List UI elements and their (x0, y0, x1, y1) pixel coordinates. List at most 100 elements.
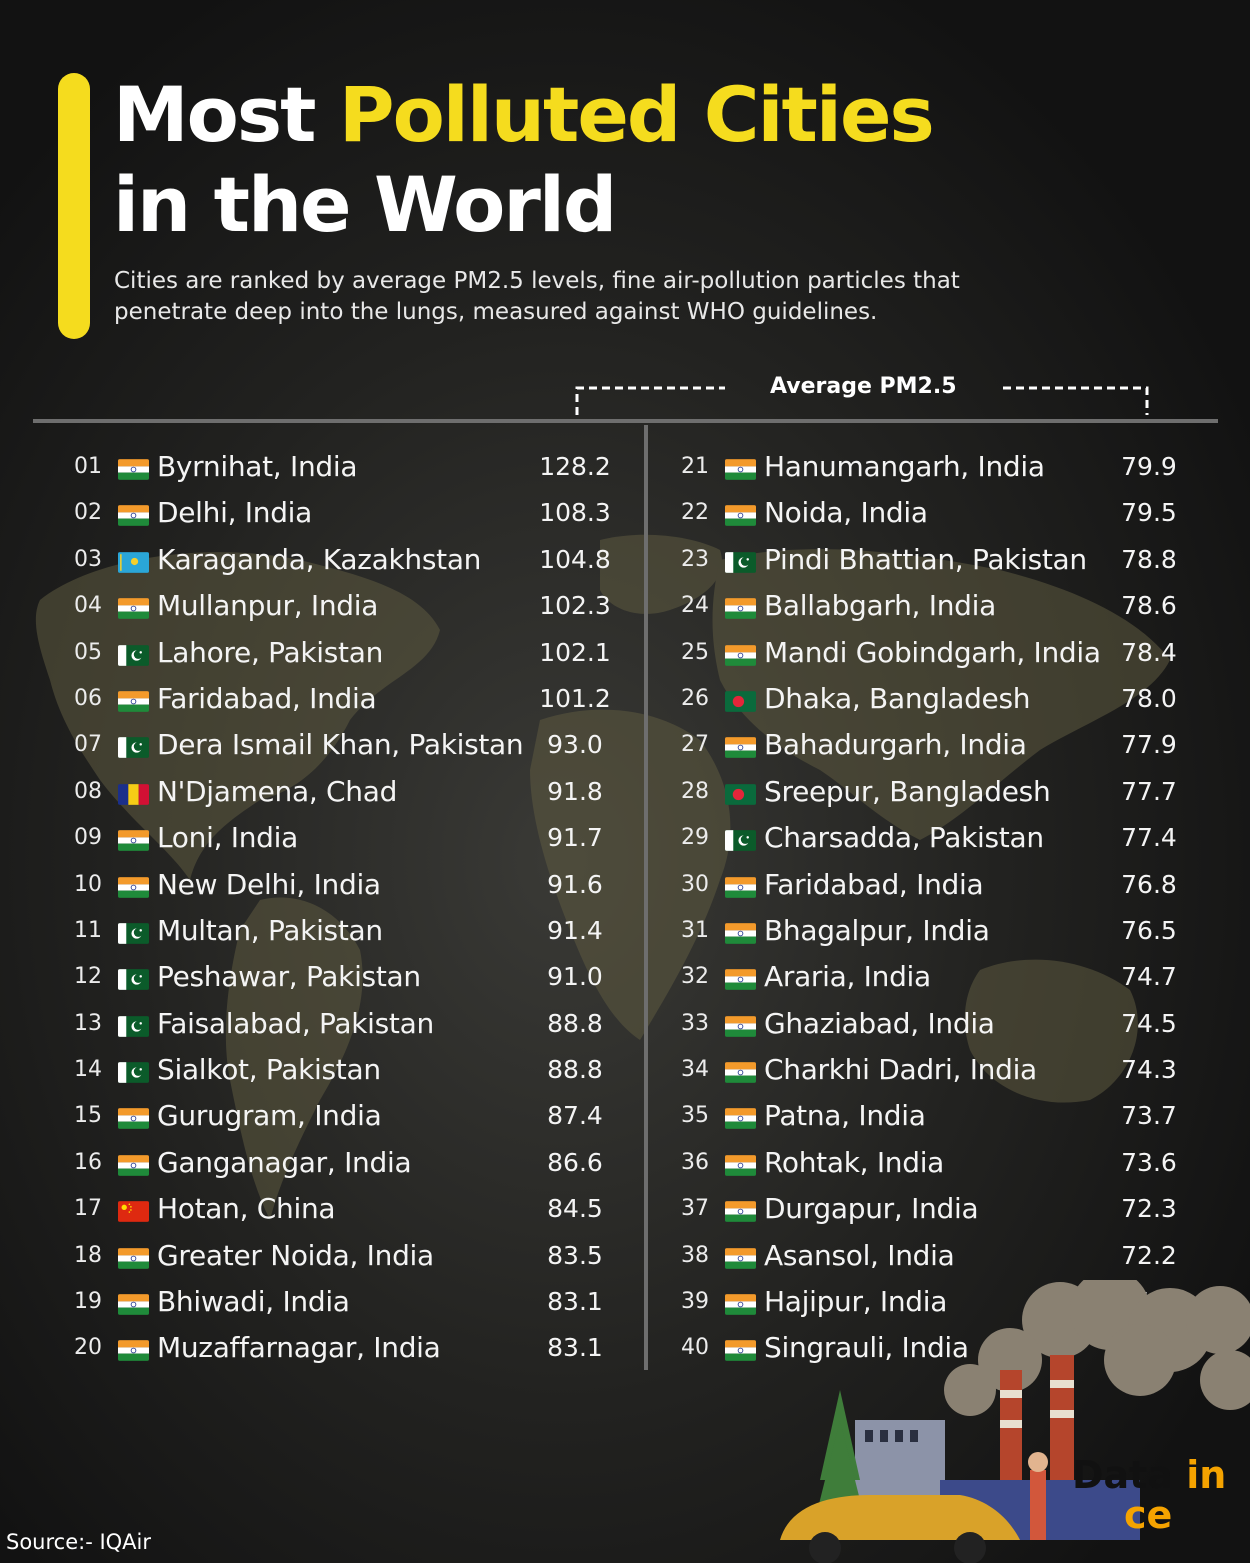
table-row: 37 Durgapur, India 72.3 (677, 1190, 1197, 1236)
chad-flag-icon (118, 783, 149, 805)
city-name: Noida, India (764, 496, 928, 530)
pm25-value: 84.5 (547, 1194, 603, 1224)
rank-number: 03 (74, 546, 102, 572)
china-flag-icon (118, 1201, 149, 1223)
pm25-value: 87.4 (547, 1101, 603, 1131)
table-row: 06 Faridabad, India 101.2 (70, 680, 630, 726)
pm25-value: 91.8 (547, 776, 603, 806)
india-flag-icon (725, 459, 756, 480)
india-flag-icon (118, 830, 149, 851)
rank-number: 21 (681, 454, 709, 479)
pm25-value: 76.8 (1121, 869, 1177, 899)
city-name: Singrauli, India (764, 1331, 969, 1365)
rank-number: 18 (74, 1242, 102, 1268)
rank-number: 23 (681, 546, 709, 572)
pm25-value: 77.7 (1121, 776, 1177, 806)
city-name: Loni, India (157, 821, 298, 855)
pakistan-flag-icon (118, 737, 149, 759)
pm25-value: 77.4 (1121, 823, 1177, 853)
pm25-value: 83.1 (547, 1333, 603, 1363)
rank-number: 27 (681, 732, 709, 758)
table-row: 38 Asansol, India 72.2 (677, 1237, 1197, 1283)
table-row: 01 Byrnihat, India 128.2 (70, 448, 630, 494)
table-row: 03 Karaganda, Kazakhstan 104.8 (70, 541, 630, 587)
pakistan-flag-icon (118, 1062, 149, 1083)
table-row: 28 Sreepur, Bangladesh 77.7 (677, 773, 1197, 819)
table-row: 32 Araria, India 74.7 (677, 958, 1197, 1004)
pm25-value: 73.6 (1121, 1147, 1177, 1177)
subtitle: Cities are ranked by average PM2.5 level… (114, 266, 1114, 328)
table-row: 09 Loni, India 91.7 (70, 819, 630, 865)
table-row: 14 Sialkot, Pakistan 88.8 (70, 1051, 630, 1097)
city-name: Gurugram, India (157, 1099, 382, 1133)
rank-number: 38 (681, 1242, 709, 1268)
logo-part1: Data (1072, 1453, 1173, 1497)
horizontal-divider (33, 419, 1218, 423)
table-row: 23 Pindi Bhattian, Pakistan 78.8 (677, 541, 1197, 587)
city-name: Rohtak, India (764, 1145, 945, 1179)
rank-number: 30 (681, 871, 709, 897)
india-flag-icon (725, 1201, 756, 1223)
ranking-column-left: 01 Byrnihat, India 128.2 02 Delhi, India 108.… (70, 448, 630, 1376)
rank-number: 11 (74, 917, 102, 943)
rank-number: 33 (681, 1010, 709, 1036)
pakistan-flag-icon (725, 830, 756, 851)
title-highlight: Polluted Cities (338, 70, 935, 159)
india-flag-icon (118, 691, 149, 712)
table-row: 07 Dera Ismail Khan, Pakistan 93.0 (70, 726, 630, 772)
pm25-value: 128.2 (539, 452, 611, 481)
city-name: Lahore, Pakistan (157, 635, 384, 669)
city-name: N'Djamena, Chad (157, 774, 398, 808)
rank-number: 25 (681, 639, 709, 665)
pollution-illustration (780, 1280, 1250, 1563)
rank-number: 01 (74, 454, 102, 479)
city-name: Multan, Pakistan (157, 913, 383, 947)
pm25-value: 79.9 (1121, 452, 1177, 481)
city-name: Bahadurgarh, India (764, 728, 1027, 762)
table-row: 17 Hotan, China 84.5 (70, 1190, 630, 1236)
city-name: Araria, India (764, 960, 931, 994)
city-name: Charsadda, Pakistan (764, 821, 1044, 855)
title-part1: Most (113, 70, 339, 159)
rank-number: 34 (681, 1057, 709, 1083)
india-flag-icon (725, 598, 756, 620)
city-name: Mullanpur, India (157, 589, 379, 623)
rank-number: 12 (74, 964, 102, 990)
city-name: Patna, India (764, 1099, 926, 1133)
table-row: 18 Greater Noida, India 83.5 (70, 1237, 630, 1283)
rank-number: 05 (74, 639, 102, 665)
pm25-value: 91.0 (547, 962, 603, 992)
table-row: 10 New Delhi, India 91.6 (70, 866, 630, 912)
pm25-value: 104.8 (539, 544, 611, 574)
india-flag-icon (725, 1062, 756, 1083)
pm25-value: 91.4 (547, 915, 603, 945)
rank-number: 29 (681, 825, 709, 851)
city-name: Mandi Gobindgarh, India (764, 635, 1101, 669)
table-row: 29 Charsadda, Pakistan 77.4 (677, 819, 1197, 865)
bangladesh-flag-icon (725, 783, 756, 805)
india-flag-icon (118, 459, 149, 480)
rank-number: 06 (74, 685, 102, 711)
rank-number: 39 (681, 1289, 709, 1315)
india-flag-icon (725, 1340, 756, 1362)
table-row: 20 Muzaffarnagar, India 83.1 (70, 1329, 630, 1375)
india-flag-icon (118, 1340, 149, 1362)
table-row: 25 Mandi Gobindgarh, India 78.4 (677, 634, 1197, 680)
pm25-value: 93.0 (547, 730, 603, 760)
rank-number: 28 (681, 778, 709, 804)
india-flag-icon (725, 923, 756, 944)
pm25-value: 91.7 (547, 823, 603, 853)
pm25-value: 79.5 (1121, 498, 1177, 528)
india-flag-icon (118, 505, 149, 527)
rank-number: 10 (74, 871, 102, 897)
india-flag-icon (725, 1247, 756, 1269)
table-row: 11 Multan, Pakistan 91.4 (70, 912, 630, 958)
rank-number: 32 (681, 964, 709, 990)
rank-number: 14 (74, 1057, 102, 1083)
table-row: 08 N'Djamena, Chad 91.8 (70, 773, 630, 819)
city-name: Greater Noida, India (157, 1238, 434, 1272)
city-name: Dera Ismail Khan, Pakistan (157, 728, 524, 762)
city-name: Sialkot, Pakistan (157, 1053, 381, 1087)
rank-number: 02 (74, 500, 102, 526)
city-name: Ballabgarh, India (764, 589, 996, 623)
